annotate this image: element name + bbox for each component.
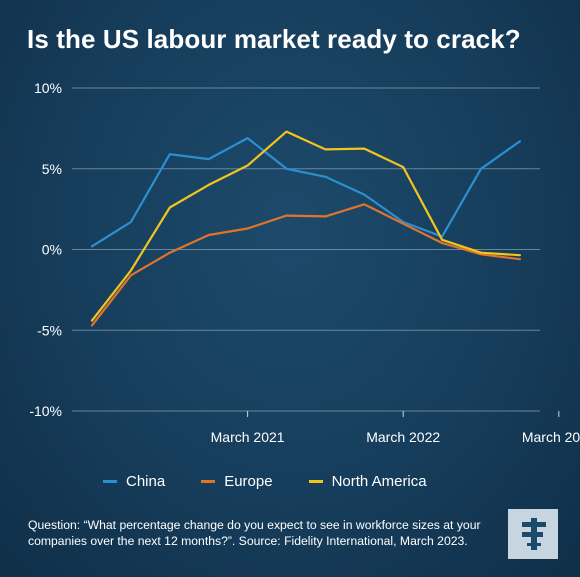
legend-label: North America xyxy=(331,473,427,490)
fidelity-logo-icon xyxy=(522,518,546,550)
legend-swatch xyxy=(308,480,323,483)
chart-title: Is the US labour market ready to crack? xyxy=(27,24,521,54)
legend-item-europe: Europe xyxy=(201,473,273,490)
legend: China Europe North America xyxy=(103,473,463,490)
legend-swatch xyxy=(103,480,117,483)
y-axis-ticks: 10% 5% 0% -5% -10% xyxy=(29,80,62,419)
legend-label: China xyxy=(126,473,166,490)
y-tick-label: -10% xyxy=(29,403,62,419)
y-tick-label: 0% xyxy=(42,242,62,258)
legend-label: Europe xyxy=(224,473,273,490)
y-tick-label: -5% xyxy=(37,322,62,338)
legend-swatch xyxy=(201,480,216,483)
x-tick-label: March 2021 xyxy=(211,429,285,445)
legend-item-north-america: North America xyxy=(308,473,427,490)
series-lines xyxy=(90,130,522,327)
x-tick-label: March 2023 xyxy=(522,429,580,445)
source-footnote: Question: “What percentage change do you… xyxy=(28,518,481,548)
fidelity-logo xyxy=(508,509,558,559)
x-tick-label: March 2022 xyxy=(366,429,440,445)
y-tick-label: 5% xyxy=(42,161,62,177)
series-line-china xyxy=(90,137,522,248)
x-axis-ticks: March 2021 March 2022 March 2023 xyxy=(211,411,580,445)
legend-item-china: China xyxy=(103,473,165,490)
y-tick-label: 10% xyxy=(34,80,62,96)
series-line-north-america xyxy=(90,130,522,322)
series-line-europe xyxy=(90,203,522,327)
